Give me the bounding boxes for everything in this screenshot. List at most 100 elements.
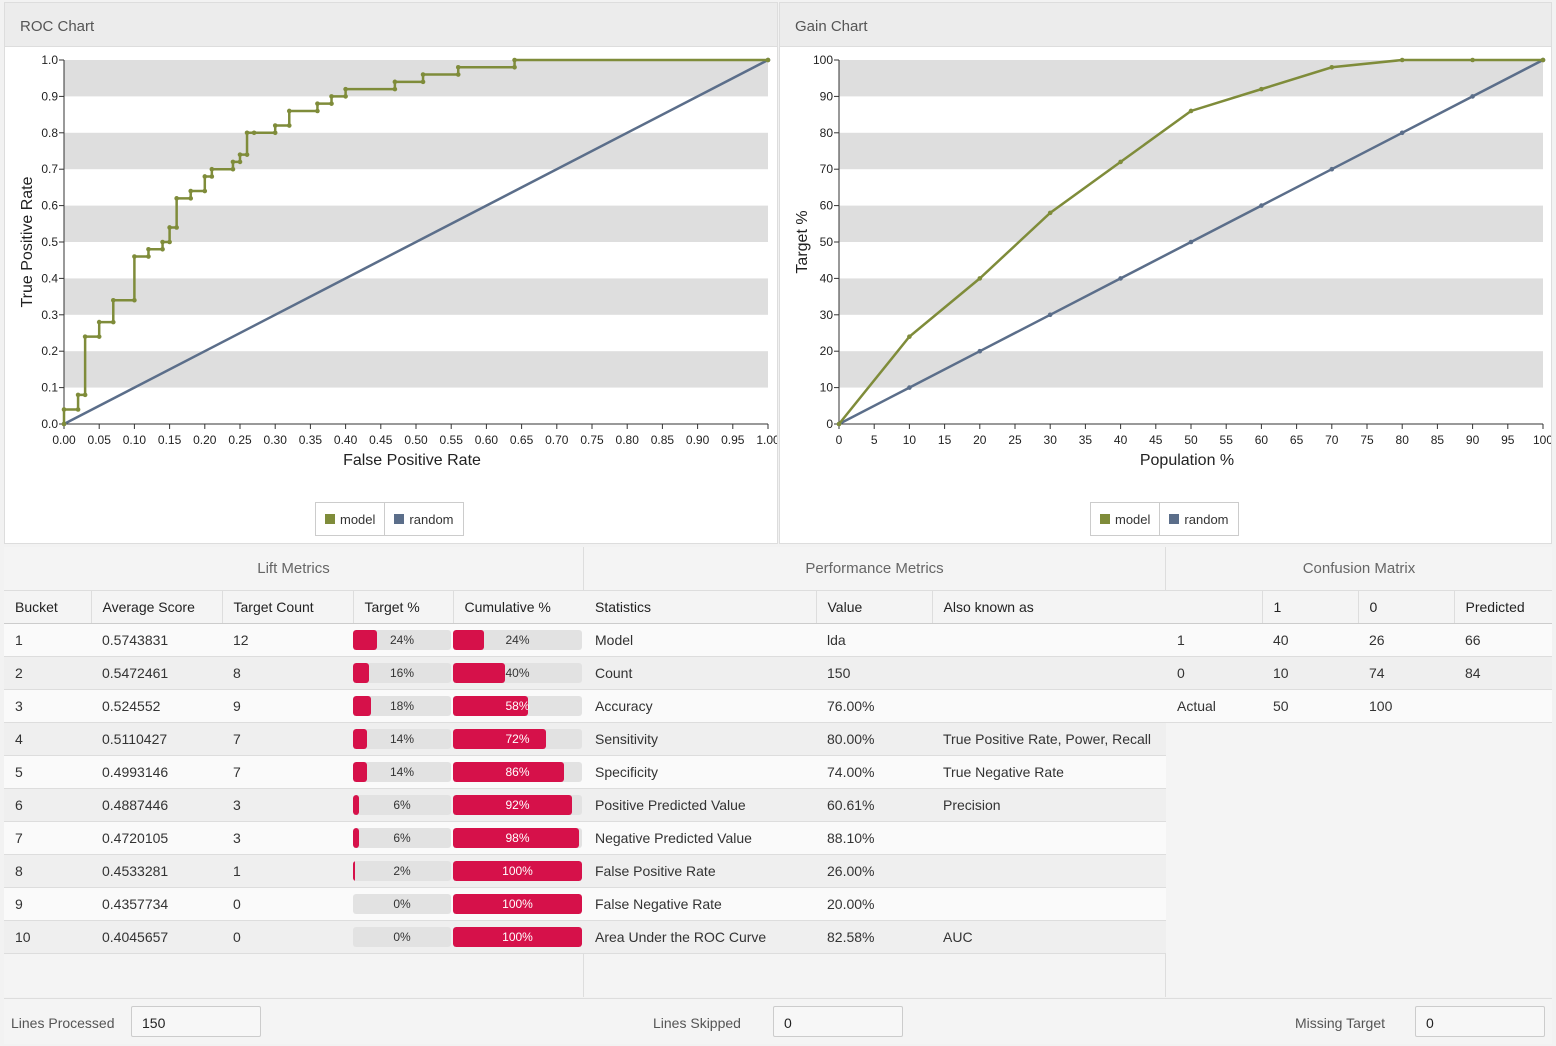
also-known-as-cell [932, 887, 1166, 921]
column-header-bucket[interactable]: Bucket [4, 590, 92, 624]
table-row[interactable]: 9 0.4357734 0 0% 100% [4, 887, 584, 921]
confusion-matrix-title: Confusion Matrix [1302, 560, 1416, 577]
table-row[interactable]: False Positive Rate 26.00% [584, 854, 1166, 888]
legend-label: model [1115, 511, 1151, 527]
table-row[interactable]: Actual 50 100 [1166, 689, 1552, 723]
table-row[interactable]: Model lda [584, 623, 1166, 657]
table-row[interactable]: 0 10 74 84 [1166, 656, 1552, 690]
legend-item-random[interactable]: random [384, 503, 462, 535]
model-data-point [420, 79, 426, 85]
model-data-point [1329, 64, 1335, 70]
model-data-point [286, 108, 292, 114]
model-data-point [836, 421, 842, 427]
target-pct-bar-cell: 16% [353, 656, 453, 690]
table-row[interactable]: 10 0.4045657 0 0% 100% [4, 920, 584, 954]
table-row[interactable]: Positive Predicted Value 60.61% Precision [584, 788, 1166, 822]
model-data-point [455, 72, 461, 77]
cumulative-pct-bar-fill [453, 630, 484, 650]
target-pct-bar: 16% [353, 663, 451, 683]
column-header-predicted-1[interactable]: 1 [1262, 590, 1359, 624]
x-tick-label: 0.00 [52, 433, 76, 447]
also-known-as-cell [932, 689, 1166, 723]
matrix-cell: 40 [1262, 623, 1358, 657]
model-data-point [167, 225, 172, 230]
y-tick-label: 80 [820, 126, 834, 140]
legend-item-model[interactable]: model [1091, 503, 1159, 535]
table-row[interactable]: 1 0.5743831 12 24% 24% [4, 623, 584, 657]
grid-band [64, 60, 768, 97]
y-axis-title: True Positive Rate [19, 176, 36, 307]
table-row[interactable]: Specificity 74.00% True Negative Rate [584, 755, 1166, 789]
table-row[interactable]: Negative Predicted Value 88.10% [584, 821, 1166, 855]
model-data-point [174, 196, 179, 201]
table-row[interactable]: 8 0.4533281 1 2% 100% [4, 854, 584, 888]
grid-band [839, 132, 1543, 170]
cumulative-pct-bar-label: 72% [505, 732, 530, 746]
x-tick-label: 40 [1114, 433, 1128, 447]
cumulative-pct-bar: 58% [453, 696, 582, 716]
table-row[interactable]: 2 0.5472461 8 16% 40% [4, 656, 584, 690]
cumulative-pct-bar-cell: 100% [453, 854, 584, 888]
lines-processed-field[interactable]: 150 [131, 1006, 261, 1037]
x-tick-label: 0.40 [334, 433, 358, 447]
column-header-predicted-0[interactable]: 0 [1358, 590, 1455, 624]
table-row[interactable]: False Negative Rate 20.00% [584, 887, 1166, 921]
lift-metrics-table: Bucket Average Score Target Count Target… [4, 590, 584, 954]
performance-metrics-table: Statistics Value Also known as Model lda C… [584, 590, 1166, 954]
model-data-point [160, 239, 165, 245]
model-data-point [512, 57, 517, 63]
table-row[interactable]: Area Under the ROC Curve 82.58% AUC [584, 920, 1166, 954]
legend-item-random[interactable]: random [1159, 503, 1237, 535]
bucket-cell: 8 [4, 854, 91, 888]
legend-label: model [340, 511, 376, 527]
x-tick-label: 60 [1255, 433, 1269, 447]
cumulative-pct-bar-label: 86% [505, 765, 530, 779]
model-data-point [75, 392, 81, 398]
target-pct-bar: 0% [353, 894, 451, 914]
model-data-point [1188, 108, 1194, 114]
column-header-average-score[interactable]: Average Score [91, 590, 223, 624]
x-tick-label: 0.65 [510, 433, 534, 447]
lines-skipped-field[interactable]: 0 [773, 1006, 903, 1037]
bucket-cell: 6 [4, 788, 91, 822]
target-pct-bar-fill [353, 828, 359, 848]
column-header-statistics[interactable]: Statistics [584, 590, 817, 624]
table-row[interactable]: Sensitivity 80.00% True Positive Rate, Pow… [584, 722, 1166, 756]
matrix-cell: Actual [1166, 689, 1262, 723]
legend-item-model[interactable]: model [316, 503, 384, 535]
missing-target-field[interactable]: 0 [1415, 1006, 1545, 1037]
cumulative-pct-bar: 92% [453, 795, 582, 815]
x-tick-label: 0.85 [651, 433, 675, 447]
column-header-blank [1166, 590, 1263, 624]
table-row[interactable]: 6 0.4887446 3 6% 92% [4, 788, 584, 822]
target-pct-bar-fill [353, 861, 355, 881]
table-row[interactable]: 7 0.4720105 3 6% 98% [4, 821, 584, 855]
table-row[interactable]: 3 0.524552 9 18% 58% [4, 689, 584, 723]
column-header-also-known-as[interactable]: Also known as [932, 590, 1166, 624]
target-count-cell: 1 [222, 854, 353, 888]
column-header-target-count[interactable]: Target Count [222, 590, 354, 624]
model-data-point [188, 188, 194, 194]
model-data-point [251, 130, 257, 136]
column-header-cumulative-pct[interactable]: Cumulative % [453, 590, 584, 624]
table-row[interactable]: 4 0.5110427 7 14% 72% [4, 722, 584, 756]
random-data-point [1188, 239, 1194, 245]
table-row[interactable]: Count 150 [584, 656, 1166, 690]
cumulative-pct-bar-fill [453, 696, 528, 716]
y-tick-label: 0.0 [41, 417, 58, 431]
legend-label: random [409, 511, 454, 527]
model-data-point [1259, 86, 1264, 92]
x-tick-label: 45 [1149, 433, 1163, 447]
random-data-point [977, 348, 983, 354]
column-header-target-pct[interactable]: Target % [353, 590, 454, 624]
table-row[interactable]: 1 40 26 66 [1166, 623, 1552, 657]
column-header-predicted[interactable]: Predicted [1454, 590, 1552, 624]
column-header-value[interactable]: Value [816, 590, 933, 624]
target-count-cell: 7 [222, 755, 353, 789]
random-data-point [907, 385, 912, 390]
statistic-cell: False Positive Rate [584, 854, 816, 888]
target-pct-bar-cell: 6% [353, 788, 453, 822]
table-row[interactable]: Accuracy 76.00% [584, 689, 1166, 723]
table-row[interactable]: 5 0.4993146 7 14% 86% [4, 755, 584, 789]
cumulative-pct-bar-cell: 100% [453, 887, 584, 921]
